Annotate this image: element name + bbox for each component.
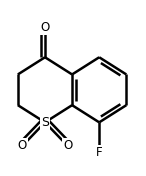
Text: O: O (18, 139, 27, 152)
Text: S: S (41, 116, 49, 129)
Text: O: O (40, 21, 50, 34)
Text: O: O (63, 139, 72, 152)
Text: F: F (96, 146, 102, 159)
